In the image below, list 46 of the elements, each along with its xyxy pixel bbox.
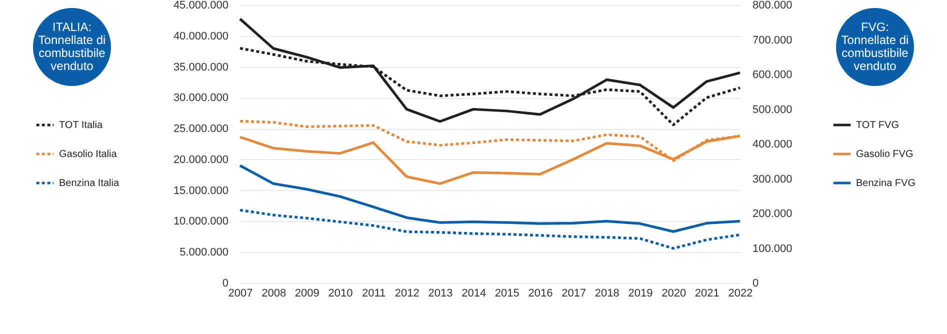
legend-label: Benzina Italia (59, 178, 120, 189)
x-tick-label: 2012 (394, 288, 420, 300)
x-tick-label: 2009 (294, 288, 320, 300)
x-tick-label: 2007 (228, 288, 253, 300)
y2-tick-label: 300.000 (752, 173, 792, 186)
line-series (238, 18, 742, 123)
y-tick-label: 45.000.000 (173, 0, 228, 12)
y2-tick-label: 400.000 (752, 138, 792, 150)
legend-label: TOT FVG (856, 120, 900, 131)
legend-label: TOT Italia (59, 120, 103, 131)
x-tick-label: 2013 (428, 288, 453, 300)
y-tick-label: 30.000.000 (173, 92, 228, 104)
line-series (238, 164, 742, 233)
x-tick-label: 2016 (528, 288, 553, 300)
y-tick-label: 5.000.000 (180, 246, 228, 259)
y-tick-label: 10.000.000 (173, 216, 228, 228)
x-tick-label: 2014 (462, 288, 486, 300)
x-tick-label: 2020 (662, 288, 686, 300)
y2-tick-label: 600.000 (752, 69, 792, 81)
y-tick-label: 0 (222, 278, 228, 290)
y-tick-label: 15.000.000 (173, 184, 228, 197)
text: FVG: Tonnellate di combustibile venduto (836, 8, 914, 86)
legend-label: Gasolio FVG (856, 149, 914, 160)
y2-tick-label: 200.000 (752, 208, 792, 220)
y2-tick-label: 500.000 (752, 104, 792, 116)
x-tick-label: 2022 (728, 288, 753, 300)
x-tick-label: 2008 (262, 288, 286, 300)
y-tick-label: 40.000.000 (173, 30, 228, 42)
x-tick-label: 2015 (494, 288, 520, 300)
x-tick-label: 2018 (594, 288, 620, 300)
line-series (238, 208, 742, 250)
y-tick-label: 25.000.000 (173, 123, 228, 136)
text: ITALIA: Tonnellate di combustibile venduto (33, 8, 111, 86)
x-tick-label: 2010 (328, 288, 353, 300)
y-tick-label: 20.000.000 (173, 154, 228, 166)
x-tick-label: 2019 (628, 288, 653, 300)
legend-label: Gasolio Italia (59, 149, 118, 160)
x-tick-label: 2017 (562, 288, 586, 300)
y2-tick-label: 100.000 (752, 242, 792, 255)
y2-tick-label: 0 (752, 278, 759, 290)
y-tick-label: 35.000.000 (173, 61, 228, 74)
y2-tick-label: 700.000 (752, 34, 792, 46)
x-tick-label: 2021 (694, 288, 720, 300)
legend-label: Benzina FVG (856, 178, 916, 189)
x-tick-label: 2011 (362, 288, 386, 300)
y2-tick-label: 800.000 (752, 0, 792, 12)
